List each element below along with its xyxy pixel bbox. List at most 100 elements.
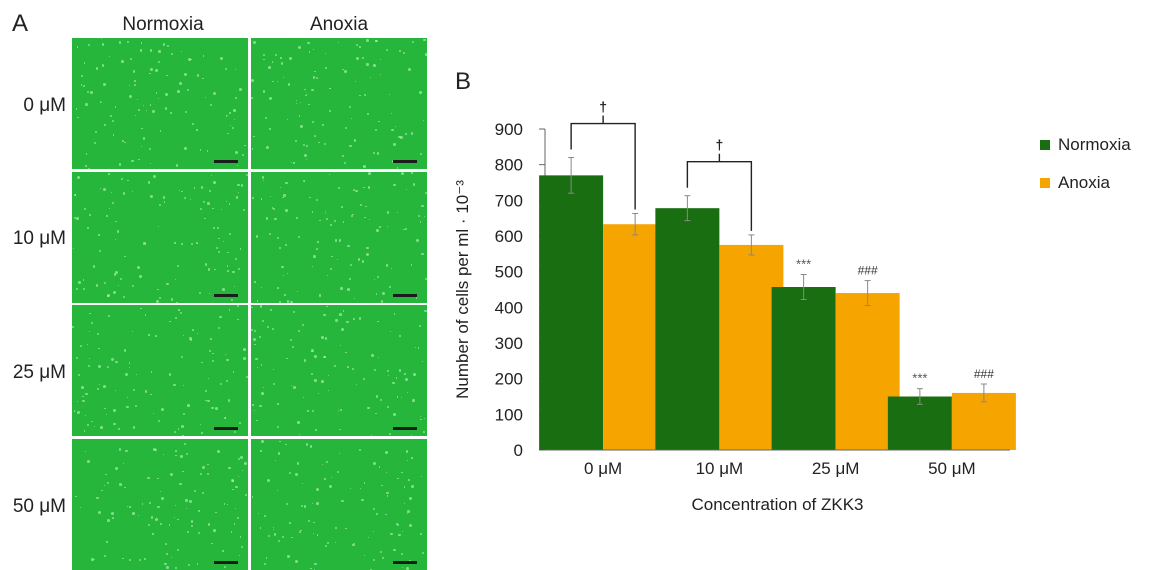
cell-speck bbox=[108, 173, 110, 175]
cell-speck bbox=[143, 105, 145, 107]
cell-speck bbox=[205, 390, 207, 392]
cell-speck bbox=[127, 41, 129, 43]
cell-speck bbox=[96, 284, 98, 286]
cell-speck bbox=[290, 301, 292, 303]
cell-speck bbox=[309, 51, 310, 52]
cell-speck bbox=[351, 215, 353, 217]
cell-speck bbox=[115, 239, 116, 240]
cell-speck bbox=[354, 139, 357, 142]
cell-speck bbox=[169, 524, 170, 525]
cell-speck bbox=[322, 124, 324, 126]
cell-speck bbox=[215, 512, 216, 513]
cell-speck bbox=[330, 224, 332, 226]
cell-speck bbox=[207, 150, 209, 152]
cell-speck bbox=[393, 549, 395, 551]
cell-speck bbox=[316, 502, 319, 505]
cell-speck bbox=[286, 358, 287, 359]
cell-speck bbox=[120, 278, 122, 280]
cell-speck bbox=[137, 266, 140, 269]
cell-speck bbox=[142, 503, 144, 505]
cell-speck bbox=[330, 88, 331, 89]
cell-speck bbox=[107, 519, 110, 522]
cell-speck bbox=[314, 135, 316, 137]
cell-speck bbox=[381, 485, 382, 486]
micrograph-normoxia-50 bbox=[72, 439, 248, 570]
cell-speck bbox=[81, 386, 84, 389]
cell-speck bbox=[343, 221, 345, 223]
cell-speck bbox=[274, 533, 276, 535]
cell-speck bbox=[235, 508, 236, 509]
cell-speck bbox=[214, 269, 216, 271]
cell-speck bbox=[397, 212, 398, 213]
cell-speck bbox=[170, 473, 173, 476]
cell-speck bbox=[181, 356, 183, 358]
cell-speck bbox=[138, 109, 140, 111]
cell-speck bbox=[282, 536, 284, 538]
cell-speck bbox=[386, 472, 387, 473]
cell-speck bbox=[211, 407, 213, 409]
cell-speck bbox=[231, 531, 233, 533]
micrograph-anoxia-10 bbox=[251, 172, 427, 303]
cell-speck bbox=[190, 59, 191, 60]
cell-speck bbox=[132, 331, 133, 332]
cell-speck bbox=[293, 386, 296, 389]
cell-speck bbox=[137, 99, 138, 100]
cell-speck bbox=[376, 229, 378, 231]
cell-speck bbox=[237, 165, 238, 166]
cell-speck bbox=[394, 313, 396, 315]
cell-speck bbox=[411, 485, 414, 488]
cell-speck bbox=[289, 57, 292, 60]
cell-speck bbox=[347, 245, 350, 248]
cell-speck bbox=[279, 301, 281, 303]
cell-speck bbox=[124, 487, 126, 489]
cell-speck bbox=[134, 80, 136, 82]
cell-speck bbox=[226, 201, 227, 202]
cell-speck bbox=[94, 426, 95, 427]
cell-speck bbox=[96, 67, 98, 69]
cell-speck bbox=[385, 514, 386, 515]
cell-speck bbox=[375, 413, 377, 415]
cell-speck bbox=[87, 227, 89, 229]
row-label-25: 25 μM bbox=[0, 362, 66, 384]
anoxia-significance-marker: ### bbox=[974, 367, 994, 381]
row-label-10: 10 μM bbox=[0, 228, 66, 250]
cell-speck bbox=[412, 41, 414, 43]
cell-speck bbox=[150, 49, 153, 52]
cell-speck bbox=[220, 57, 223, 60]
cell-speck bbox=[111, 512, 113, 514]
cell-speck bbox=[274, 218, 277, 221]
cell-speck bbox=[421, 253, 424, 256]
cell-speck bbox=[122, 558, 123, 559]
cell-speck bbox=[359, 95, 361, 97]
cell-speck bbox=[132, 285, 134, 287]
cell-speck bbox=[93, 265, 96, 268]
cell-speck bbox=[251, 307, 252, 308]
cell-speck bbox=[129, 506, 131, 508]
cell-speck bbox=[112, 517, 114, 519]
cell-speck bbox=[328, 375, 329, 376]
cell-speck bbox=[82, 400, 85, 403]
cell-speck bbox=[243, 357, 246, 360]
cell-speck bbox=[393, 184, 396, 187]
x-tick-label: 25 μM bbox=[812, 459, 860, 478]
cell-speck bbox=[184, 73, 186, 75]
cell-speck bbox=[373, 559, 375, 561]
cell-speck bbox=[316, 248, 318, 250]
cell-speck bbox=[150, 394, 152, 396]
cell-speck bbox=[85, 103, 87, 105]
cell-speck bbox=[226, 359, 229, 362]
cell-speck bbox=[391, 113, 392, 114]
cell-speck bbox=[423, 120, 424, 121]
cell-speck bbox=[173, 384, 175, 386]
cell-speck bbox=[377, 321, 378, 322]
cell-speck bbox=[100, 426, 103, 429]
cell-speck bbox=[191, 520, 194, 523]
cell-speck bbox=[349, 106, 352, 109]
cell-speck bbox=[401, 397, 402, 398]
cell-speck bbox=[183, 335, 184, 336]
cell-speck bbox=[227, 265, 229, 267]
cell-speck bbox=[295, 473, 298, 476]
